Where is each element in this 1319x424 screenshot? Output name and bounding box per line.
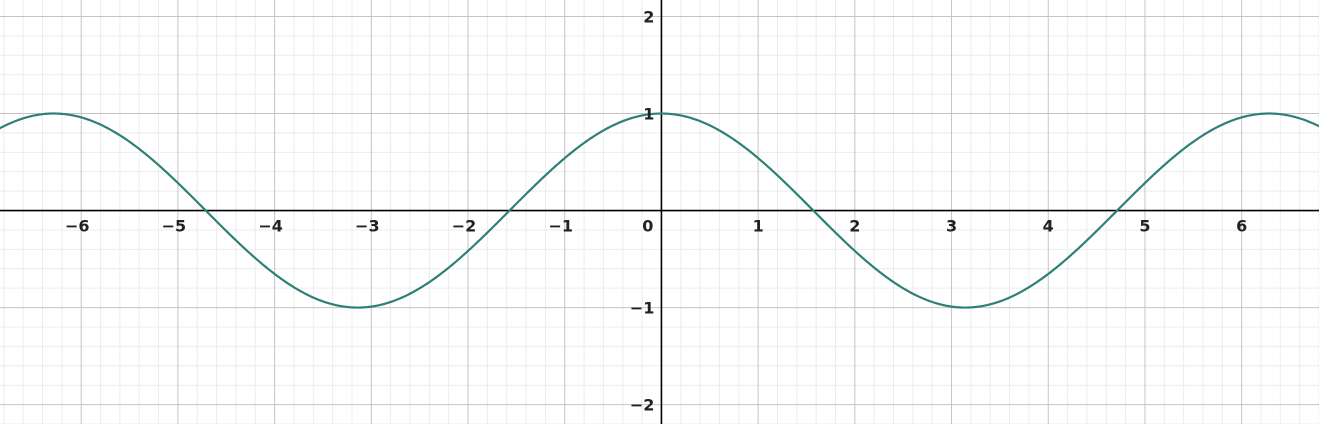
x-tick-label: −6 [65,217,90,236]
x-tick-label: 6 [1236,217,1247,236]
x-tick-label: −1 [548,217,573,236]
x-tick-label: −5 [162,217,187,236]
x-tick-label: 2 [849,217,860,236]
x-tick-label: 0 [642,217,653,236]
y-tick-label: 1 [643,105,654,124]
y-tick-label: −1 [630,299,655,318]
x-tick-label: 4 [1043,217,1054,236]
x-tick-label: 1 [753,217,764,236]
x-tick-labels: −6 −5 −4 −3 −2 −1 0 1 2 3 4 5 6 [65,217,1247,236]
x-tick-label: 5 [1139,217,1150,236]
x-tick-label: −2 [452,217,477,236]
y-tick-label: −2 [630,396,655,415]
y-tick-label: 2 [643,7,654,26]
y-tick-labels: −2 −1 1 2 [630,7,655,414]
series-line-0[interactable] [0,112,1319,309]
x-tick-label: 3 [946,217,957,236]
curves [0,112,1319,309]
x-tick-label: −4 [258,217,283,236]
x-tick-label: −3 [355,217,380,236]
